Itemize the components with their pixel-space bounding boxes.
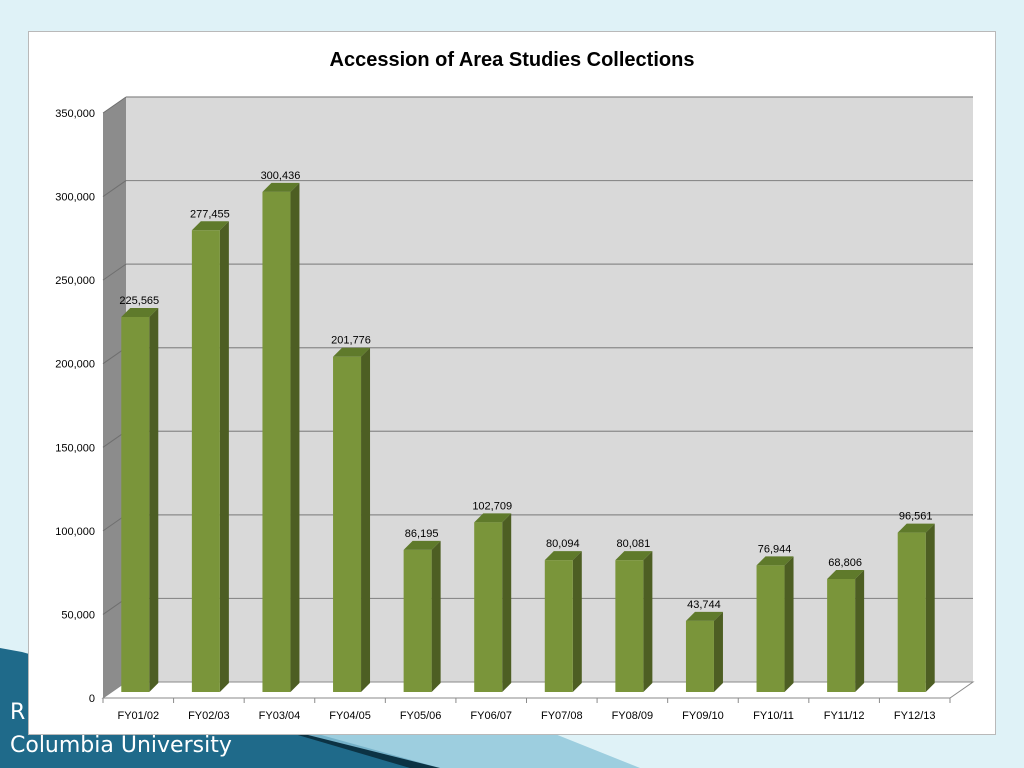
- footer-text-partial: R: [10, 700, 26, 725]
- bar-side: [219, 221, 229, 692]
- bar-top: [333, 347, 371, 357]
- x-tick-label: FY07/08: [541, 710, 583, 722]
- data-label: 80,094: [546, 538, 580, 550]
- bar-front: [191, 230, 220, 692]
- bar-side: [361, 347, 371, 692]
- plot-side-wall: [103, 97, 126, 698]
- x-tick-label: FY05/06: [400, 710, 442, 722]
- bar-top: [474, 513, 512, 523]
- bars: [121, 182, 935, 692]
- bar-front: [897, 532, 926, 692]
- bar-side: [502, 513, 512, 692]
- y-tick-label: 150,000: [55, 442, 95, 454]
- bar-front: [685, 620, 714, 692]
- bar: [262, 182, 300, 692]
- bar: [544, 551, 582, 692]
- x-tick-label: FY08/09: [612, 710, 654, 722]
- x-tick-label: FY01/02: [117, 710, 159, 722]
- bar: [897, 523, 935, 692]
- gridline-side: [102, 180, 127, 197]
- x-tick-label: FY03/04: [259, 710, 301, 722]
- bar-top: [121, 307, 159, 317]
- bar: [121, 307, 159, 692]
- data-label: 277,455: [190, 208, 230, 220]
- bar: [685, 611, 723, 692]
- y-tick-label: 300,000: [55, 192, 95, 204]
- data-label: 201,776: [331, 335, 371, 347]
- bar-chart: Accession of Area Studies Collections 0 5…: [55, 49, 975, 722]
- data-label: 80,081: [617, 538, 651, 550]
- x-axis-ticks: FY01/02 FY02/03 FY03/04 FY04/05 FY05/06 FY06/…: [102, 698, 951, 722]
- bar-front: [333, 356, 362, 692]
- bar-top: [403, 540, 441, 550]
- gridline-side: [102, 96, 127, 114]
- data-label: 68,806: [828, 557, 862, 569]
- x-tick-label: FY02/03: [188, 710, 230, 722]
- y-tick-label: 50,000: [61, 609, 95, 621]
- data-label: 225,565: [119, 295, 159, 307]
- bar-side: [572, 551, 582, 692]
- chart-area: Accession of Area Studies Collections 0 5…: [28, 31, 996, 735]
- bar-top: [615, 551, 653, 561]
- bar-top: [827, 569, 865, 579]
- bar-front: [403, 549, 432, 692]
- bar-top: [756, 556, 794, 566]
- bar-front: [615, 560, 644, 692]
- y-tick-label: 100,000: [55, 526, 95, 538]
- bar: [474, 513, 512, 692]
- x-tick-label: FY09/10: [682, 710, 724, 722]
- bar-side: [643, 551, 653, 692]
- bar-front: [544, 560, 573, 692]
- bar: [827, 569, 865, 692]
- bar-front: [827, 578, 856, 692]
- x-tick-label: FY10/11: [753, 710, 794, 722]
- bar-side: [290, 182, 300, 692]
- footer-organization: Columbia University: [10, 733, 232, 758]
- x-tick-label: FY04/05: [329, 710, 371, 722]
- bar-side: [784, 556, 794, 692]
- data-label: 43,744: [687, 599, 721, 611]
- bar: [615, 551, 653, 692]
- bar-side: [149, 307, 159, 692]
- x-tick-label: FY11/12: [824, 710, 865, 722]
- y-tick-label: 0: [89, 693, 95, 705]
- bar-side: [431, 540, 441, 692]
- bar-front: [756, 565, 785, 692]
- bar-top: [262, 182, 300, 192]
- bar-top: [544, 551, 582, 561]
- y-axis-ticks: 0 50,000 100,000 150,000 200,000 250,000 300,0…: [55, 108, 95, 705]
- y-tick-label: 250,000: [55, 275, 95, 287]
- data-label: 76,944: [758, 543, 792, 555]
- bar-side: [713, 611, 723, 692]
- data-label: 300,436: [261, 170, 301, 182]
- bar-front: [474, 522, 503, 692]
- bar: [756, 556, 794, 692]
- data-label: 86,195: [405, 528, 439, 540]
- bar-top: [897, 523, 935, 533]
- bar: [191, 221, 229, 692]
- bar: [403, 540, 441, 692]
- x-tick-label: FY06/07: [470, 710, 512, 722]
- bar-top: [191, 221, 229, 231]
- data-labels: 225,565 277,455 300,436 201,776 86,195 102,70…: [119, 170, 932, 611]
- gridline-side: [102, 263, 127, 281]
- bar-front: [262, 191, 291, 692]
- bar-front: [121, 316, 150, 692]
- bar: [333, 347, 371, 692]
- bar-top: [685, 611, 723, 621]
- chart-title: Accession of Area Studies Collections: [330, 49, 695, 71]
- y-tick-label: 200,000: [55, 359, 95, 371]
- bar-side: [855, 569, 865, 692]
- data-label: 96,561: [899, 511, 933, 523]
- x-tick-label: FY12/13: [894, 710, 936, 722]
- data-label: 102,709: [472, 500, 512, 512]
- y-tick-label: 350,000: [55, 108, 95, 120]
- bar-side: [925, 523, 935, 692]
